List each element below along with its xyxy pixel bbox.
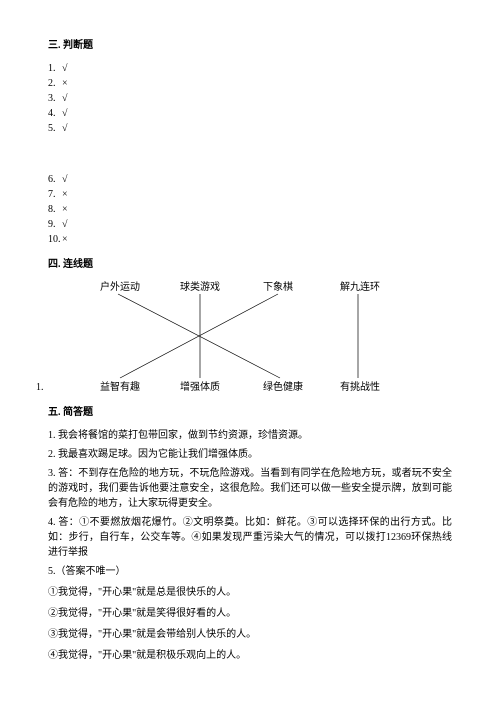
matching-qnum: 1. <box>36 380 44 395</box>
match-top-label: 下象棋 <box>263 280 293 295</box>
matching-diagram: 1. 户外运动 球类游戏 下象棋 解九连环 益智有趣 增强体质 绿色健康 有挑战… <box>48 280 408 395</box>
answer-text: 4. 答：①不要燃放烟花爆竹。②文明祭奠。比如：鲜花。③可以选择环保的出行方式。… <box>48 515 452 560</box>
match-bottom-label: 有挑战性 <box>340 380 380 395</box>
item-num: 1. <box>48 61 62 76</box>
item-num: 10. <box>48 232 62 247</box>
match-top-label: 户外运动 <box>100 280 140 295</box>
list-item: 1.√ <box>48 61 452 76</box>
item-num: 8. <box>48 202 62 217</box>
item-mark: × <box>62 187 68 202</box>
item-num: 4. <box>48 106 62 121</box>
section3-title: 三. 判断题 <box>48 38 452 53</box>
page-root: 三. 判断题 1.√ 2.× 3.√ 4.√ 5.√ 6.√ 7.× 8.× 9… <box>0 0 500 687</box>
section3-list-a: 1.√ 2.× 3.√ 4.√ 5.√ <box>48 61 452 136</box>
item-num: 3. <box>48 91 62 106</box>
item-mark: × <box>62 232 68 247</box>
list-item: 9.√ <box>48 217 452 232</box>
item-num: 5. <box>48 121 62 136</box>
match-bottom-label: 增强体质 <box>180 380 220 395</box>
item-mark: √ <box>62 217 68 232</box>
answer-text: 3. 答：不到存在危险的地方玩，不玩危险游戏。当看到有同学在危险地方玩，或者玩不… <box>48 466 452 511</box>
item-mark: × <box>62 76 68 91</box>
item-mark: × <box>62 202 68 217</box>
list-item: 10.× <box>48 232 452 247</box>
list-item: 2.× <box>48 76 452 91</box>
list-item: 8.× <box>48 202 452 217</box>
list-item: 3.√ <box>48 91 452 106</box>
item-mark: √ <box>62 172 68 187</box>
section5-title: 五. 简答题 <box>48 405 452 420</box>
spacer <box>48 146 452 172</box>
answer-sub: ①我觉得，"开心果"就是总是很快乐的人。 <box>48 585 452 600</box>
match-line <box>120 294 278 378</box>
section4-title: 四. 连线题 <box>48 257 452 272</box>
match-bottom-label: 益智有趣 <box>100 380 140 395</box>
list-item: 4.√ <box>48 106 452 121</box>
item-num: 2. <box>48 76 62 91</box>
list-item: 7.× <box>48 187 452 202</box>
section5-answers: 1. 我会将餐馆的菜打包带回家，做到节约资源，珍惜资源。 2. 我最喜欢踢足球。… <box>48 428 452 663</box>
list-item: 6.√ <box>48 172 452 187</box>
answer-text: 5.（答案不唯一） <box>48 564 452 579</box>
section3-list-b: 6.√ 7.× 8.× 9.√ 10.× <box>48 172 452 247</box>
match-bottom-label: 绿色健康 <box>263 380 303 395</box>
match-top-label: 球类游戏 <box>180 280 220 295</box>
item-mark: √ <box>62 91 68 106</box>
list-item: 5.√ <box>48 121 452 136</box>
answer-sub: ③我觉得，"开心果"就是会带给别人快乐的人。 <box>48 627 452 642</box>
match-top-label: 解九连环 <box>340 280 380 295</box>
answer-text: 2. 我最喜欢踢足球。因为它能让我们增强体质。 <box>48 447 452 462</box>
matching-lines-svg <box>48 280 408 395</box>
item-mark: √ <box>62 121 68 136</box>
answer-sub: ④我觉得，"开心果"就是积极乐观向上的人。 <box>48 648 452 663</box>
item-mark: √ <box>62 106 68 121</box>
answer-text: 1. 我会将餐馆的菜打包带回家，做到节约资源，珍惜资源。 <box>48 428 452 443</box>
item-num: 9. <box>48 217 62 232</box>
answer-sub: ②我觉得，"开心果"就是笑得很好看的人。 <box>48 606 452 621</box>
item-num: 6. <box>48 172 62 187</box>
item-num: 7. <box>48 187 62 202</box>
item-mark: √ <box>62 61 68 76</box>
